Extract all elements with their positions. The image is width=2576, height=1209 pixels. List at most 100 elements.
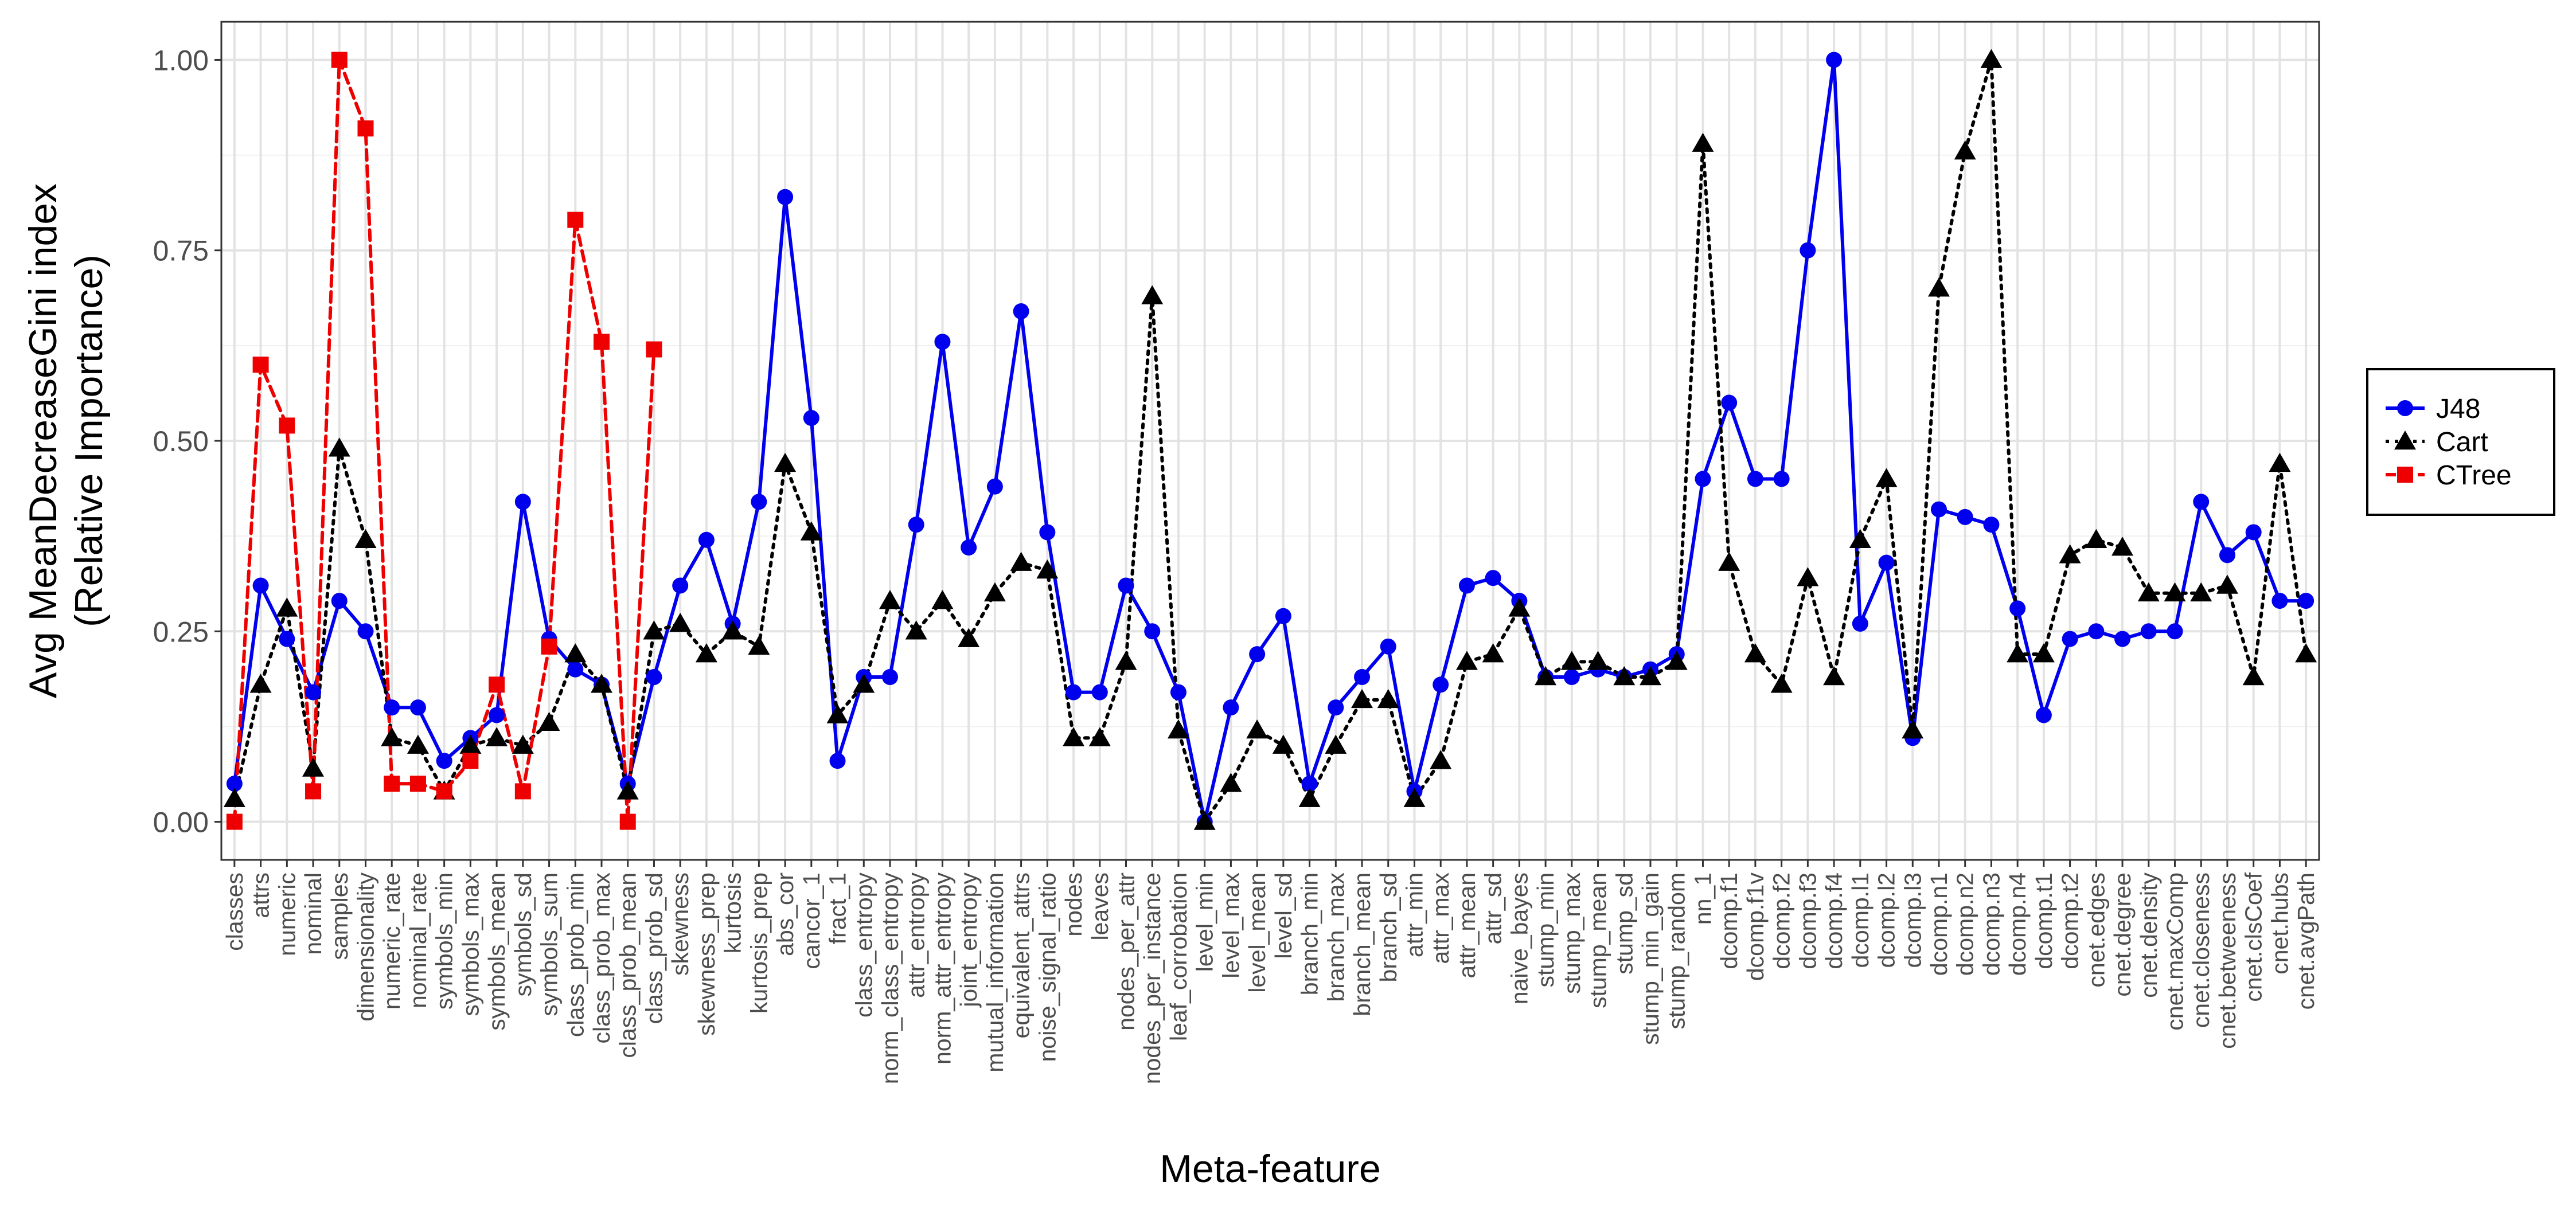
data-point-j48 xyxy=(881,669,898,686)
data-point-j48 xyxy=(1354,669,1371,686)
x-tick-label: cnet.maxComp xyxy=(2162,872,2188,1031)
data-point-j48 xyxy=(436,753,452,769)
legend-box xyxy=(2366,368,2555,516)
y-axis: 0.00 0.25 0.50 0.75 1.00 xyxy=(153,44,221,839)
data-point-cart xyxy=(1980,49,2003,68)
data-point-ctree xyxy=(541,638,557,655)
x-tick-label: cnet.density xyxy=(2136,872,2162,998)
x-tick-label: dcomp.t2 xyxy=(2057,872,2083,969)
x-tick-label: dcomp.f1 xyxy=(1716,872,1742,969)
data-point-cart xyxy=(1403,788,1426,807)
x-tick-label: level_sd xyxy=(1270,872,1297,958)
x-tick-label: attr_entropy xyxy=(903,872,930,998)
data-point-j48 xyxy=(1328,699,1344,716)
x-tick-label: attr_max xyxy=(1427,872,1454,964)
legend-marker-cart xyxy=(2394,431,2416,450)
series-line-ctree xyxy=(232,58,656,824)
data-point-cart xyxy=(1587,651,1609,670)
data-point-j48 xyxy=(2298,593,2315,609)
data-point-cart xyxy=(591,674,613,693)
x-tick-label: classes xyxy=(221,872,248,951)
data-point-ctree xyxy=(462,753,479,769)
data-point-cart xyxy=(302,757,325,777)
x-tick-label: stump_min_gain xyxy=(1637,872,1664,1045)
data-point-j48 xyxy=(1118,577,1134,594)
data-point-cart xyxy=(1560,651,1583,670)
x-tick-label: branch_mean xyxy=(1349,872,1375,1016)
x-tick-label: symbols_sum xyxy=(536,872,563,1016)
data-point-cart xyxy=(2164,582,2186,602)
data-point-j48 xyxy=(2167,623,2183,640)
data-point-j48 xyxy=(1957,508,1973,525)
legend-label-ctree: CTree xyxy=(2436,460,2512,491)
data-point-cart xyxy=(1927,277,1950,297)
data-point-cart xyxy=(1797,567,1819,586)
data-point-cart xyxy=(1220,773,1242,792)
data-point-cart xyxy=(2216,574,2238,594)
data-point-ctree xyxy=(594,334,610,350)
x-tick-label: stump_min xyxy=(1532,872,1559,988)
x-tick-label: equivalent_attrs xyxy=(1008,872,1035,1038)
x-tick-label: dcomp.n3 xyxy=(1978,872,2004,976)
data-point-cart xyxy=(1246,719,1269,739)
data-point-j48 xyxy=(2140,623,2157,640)
x-tick-label: nodes xyxy=(1060,872,1087,937)
x-tick-label: level_max xyxy=(1217,872,1244,979)
x-tick-label: cnet.clsCoef xyxy=(2241,872,2267,1001)
data-point-j48 xyxy=(1065,684,1082,701)
x-tick-label: nodes_per_instance xyxy=(1139,872,1165,1084)
x-tick-label: nn_1 xyxy=(1689,872,1716,925)
data-point-j48 xyxy=(1721,394,1738,411)
data-point-j48 xyxy=(1091,684,1108,701)
data-point-ctree xyxy=(514,783,531,800)
data-point-cart xyxy=(2269,452,2291,472)
x-tick-label: attr_mean xyxy=(1454,872,1480,979)
data-point-j48 xyxy=(2062,631,2078,647)
y-axis-title-line2: (Relative Importance) xyxy=(67,255,111,627)
data-point-cart xyxy=(459,734,482,754)
data-point-j48 xyxy=(226,776,243,792)
data-point-j48 xyxy=(1249,646,1266,663)
x-tick-label: dcomp.n1 xyxy=(1926,872,1952,976)
x-tick-label: cancor_1 xyxy=(798,872,825,969)
data-point-ctree xyxy=(305,783,322,800)
data-point-ctree xyxy=(279,417,295,434)
x-tick-label: cnet.closeness xyxy=(2188,872,2214,1028)
x-tick-label: dcomp.l3 xyxy=(1899,872,1926,968)
x-tick-label: noise_signal_ratio xyxy=(1034,872,1060,1062)
data-point-cart xyxy=(564,643,587,663)
data-point-j48 xyxy=(567,661,584,678)
x-tick-label: stump_sd xyxy=(1611,872,1637,975)
x-tick-label: dcomp.t1 xyxy=(2031,872,2057,969)
x-tick-label: dcomp.f4 xyxy=(1821,872,1847,969)
data-point-cart xyxy=(1351,688,1373,709)
data-point-ctree xyxy=(226,813,243,830)
data-point-j48 xyxy=(646,669,662,686)
data-point-cart xyxy=(1010,551,1032,571)
x-tick-label: norm_attr_entropy xyxy=(929,872,955,1065)
data-point-cart xyxy=(1088,727,1111,746)
data-point-cart xyxy=(2190,582,2212,602)
x-tick-label: nominal_rate xyxy=(405,872,431,1008)
data-point-cart xyxy=(1613,666,1636,686)
x-tick-label: dcomp.n2 xyxy=(1952,872,1978,976)
data-point-ctree xyxy=(331,52,348,68)
data-point-j48 xyxy=(384,699,400,716)
y-tick-label: 0.25 xyxy=(153,616,209,648)
x-tick-label: mutual_information xyxy=(982,872,1008,1073)
data-point-j48 xyxy=(2009,600,2026,617)
data-point-ctree xyxy=(384,776,400,792)
x-tick-label: nominal xyxy=(300,872,326,955)
data-point-cart xyxy=(1718,551,1740,571)
data-point-j48 xyxy=(698,531,715,548)
data-point-cart xyxy=(905,620,927,640)
data-point-ctree xyxy=(409,776,426,792)
data-point-j48 xyxy=(331,593,348,609)
data-point-cart xyxy=(2295,643,2317,663)
data-point-j48 xyxy=(2193,494,2210,510)
data-point-j48 xyxy=(279,631,295,647)
y-axis-title-line1: Avg MeanDecreaseGini index xyxy=(21,183,65,698)
y-tick-label: 0.00 xyxy=(153,807,209,839)
x-tick-label: dcomp.n4 xyxy=(2004,872,2031,976)
